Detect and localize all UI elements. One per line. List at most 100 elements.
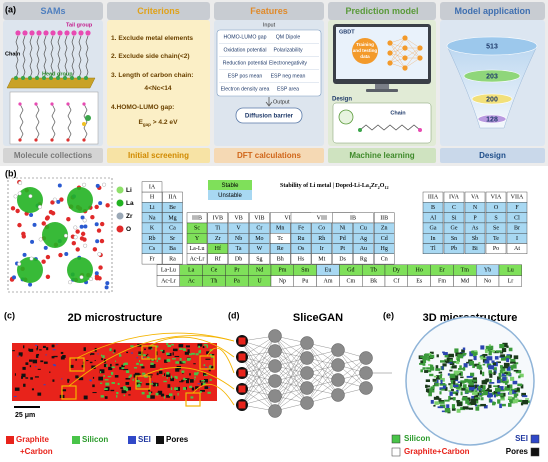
element-symbol: Ce: [211, 268, 218, 274]
legend-label: Graphite: [16, 435, 49, 444]
element-symbol: Re: [277, 246, 284, 252]
element-symbol: Es: [416, 278, 423, 284]
voxel: [515, 370, 522, 374]
slice-arrow: [192, 383, 235, 406]
element-symbol: Tm: [461, 268, 470, 274]
zr-atom: [94, 271, 99, 276]
alkyl-chain: [43, 35, 47, 79]
voxel: [491, 360, 495, 363]
voxel: [473, 356, 477, 361]
voxel: [440, 400, 445, 403]
pore-speck: [89, 361, 93, 364]
voxel: [510, 399, 515, 404]
net-edge: [241, 380, 276, 406]
title-part: O: [380, 183, 385, 189]
silicon-speck: [171, 343, 174, 346]
silicon-speck: [139, 381, 142, 383]
oxygen-atom: [17, 222, 22, 228]
element-symbol: Nb: [235, 236, 242, 242]
element-symbol: Bh: [277, 256, 284, 262]
pore-speck: [92, 376, 95, 379]
voxel: [480, 403, 486, 407]
alkyl-chain: [15, 35, 19, 79]
silicon-speck: [211, 356, 215, 358]
net-edge: [306, 349, 339, 389]
silicon-speck: [100, 395, 104, 398]
element-symbol: Ac-Lr: [161, 278, 176, 284]
voxel: [510, 361, 516, 364]
pore-speck: [34, 376, 39, 378]
stage-title: Prediction model: [345, 6, 418, 16]
voxel: [513, 369, 519, 372]
silicon-speck: [123, 387, 128, 391]
voxel: [502, 381, 508, 383]
oxygen-atom: [75, 229, 80, 234]
pore-speck: [128, 394, 131, 396]
li-atom: [17, 191, 22, 196]
voxel: [459, 365, 462, 370]
silicon-speck: [112, 352, 115, 354]
voxel: [506, 358, 510, 363]
criterion: 4<Nc<14: [144, 85, 171, 92]
element-symbol: Fm: [438, 278, 446, 284]
voxel: [482, 363, 486, 366]
zr-atom: [56, 199, 61, 204]
voxel: [509, 390, 514, 395]
silicon-speck: [110, 371, 114, 375]
voxel: [432, 378, 437, 382]
design-label: Design: [332, 97, 352, 103]
element-symbol: Ir: [320, 246, 324, 252]
element-symbol: Dy: [393, 268, 400, 274]
pore-speck: [103, 363, 108, 368]
voxel: [462, 347, 466, 351]
element-symbol: Co: [318, 226, 325, 232]
slice-thumb: [238, 353, 246, 361]
oxygen-atom: [41, 259, 46, 264]
stage-header: [107, 2, 210, 20]
voxel: [452, 397, 456, 401]
silicon-speck: [143, 354, 146, 357]
voxel: [495, 393, 498, 397]
zr-atom: [105, 281, 110, 286]
net-edge: [241, 335, 276, 390]
voxel: [449, 391, 453, 396]
voxel: [448, 383, 451, 386]
voxel: [476, 399, 479, 404]
voxel: [457, 381, 462, 383]
silicon-speck: [166, 352, 170, 356]
element-symbol: Sg: [256, 256, 262, 262]
molecule-atom: [85, 115, 91, 121]
silicon-speck: [144, 376, 148, 378]
voxel: [443, 352, 448, 356]
pore-speck: [49, 371, 51, 373]
voxel: [500, 354, 506, 357]
net-node: [387, 60, 393, 66]
pore-speck: [39, 349, 42, 351]
silicon-speck: [166, 358, 171, 362]
silicon-speck: [182, 387, 187, 390]
molecule-atom: [82, 122, 86, 126]
element-symbol: Pd: [339, 236, 345, 242]
pore-speck: [36, 347, 38, 351]
group-label: VIIB: [284, 215, 296, 221]
element-symbol: Bi: [472, 246, 478, 252]
element-symbol: P: [473, 215, 477, 221]
pore-speck: [164, 359, 168, 363]
net-edge: [241, 356, 276, 397]
voxel: [468, 386, 475, 391]
group-label: VA: [471, 195, 480, 201]
voxel: [489, 382, 495, 384]
voxel: [498, 386, 504, 390]
voxel: [474, 384, 478, 389]
tail-group: [29, 30, 35, 36]
group-label: IA: [149, 184, 156, 190]
voxel: [438, 401, 445, 404]
alkyl-chain: [71, 35, 75, 79]
pore-speck: [92, 392, 97, 394]
net-node: [268, 344, 282, 358]
pore-speck: [127, 386, 132, 391]
net-node: [331, 343, 345, 357]
pore-speck: [120, 387, 124, 389]
pore-speck: [206, 351, 210, 355]
voxel: [506, 371, 511, 376]
